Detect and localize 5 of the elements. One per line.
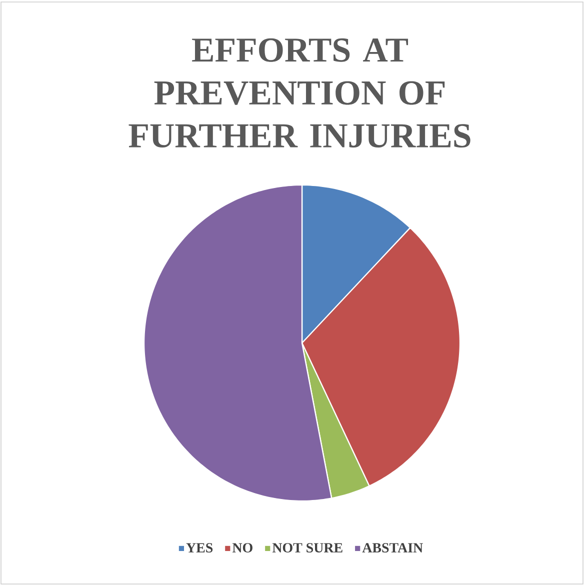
chart-title: EFFORTS AT PREVENTION OF FURTHER INJURIES — [128, 38, 470, 148]
legend-label: ABSTAIN — [362, 543, 423, 552]
legend-label: NO — [232, 543, 252, 552]
legend-label: NOT SURE — [272, 543, 342, 552]
legend-label: YES — [186, 543, 213, 552]
